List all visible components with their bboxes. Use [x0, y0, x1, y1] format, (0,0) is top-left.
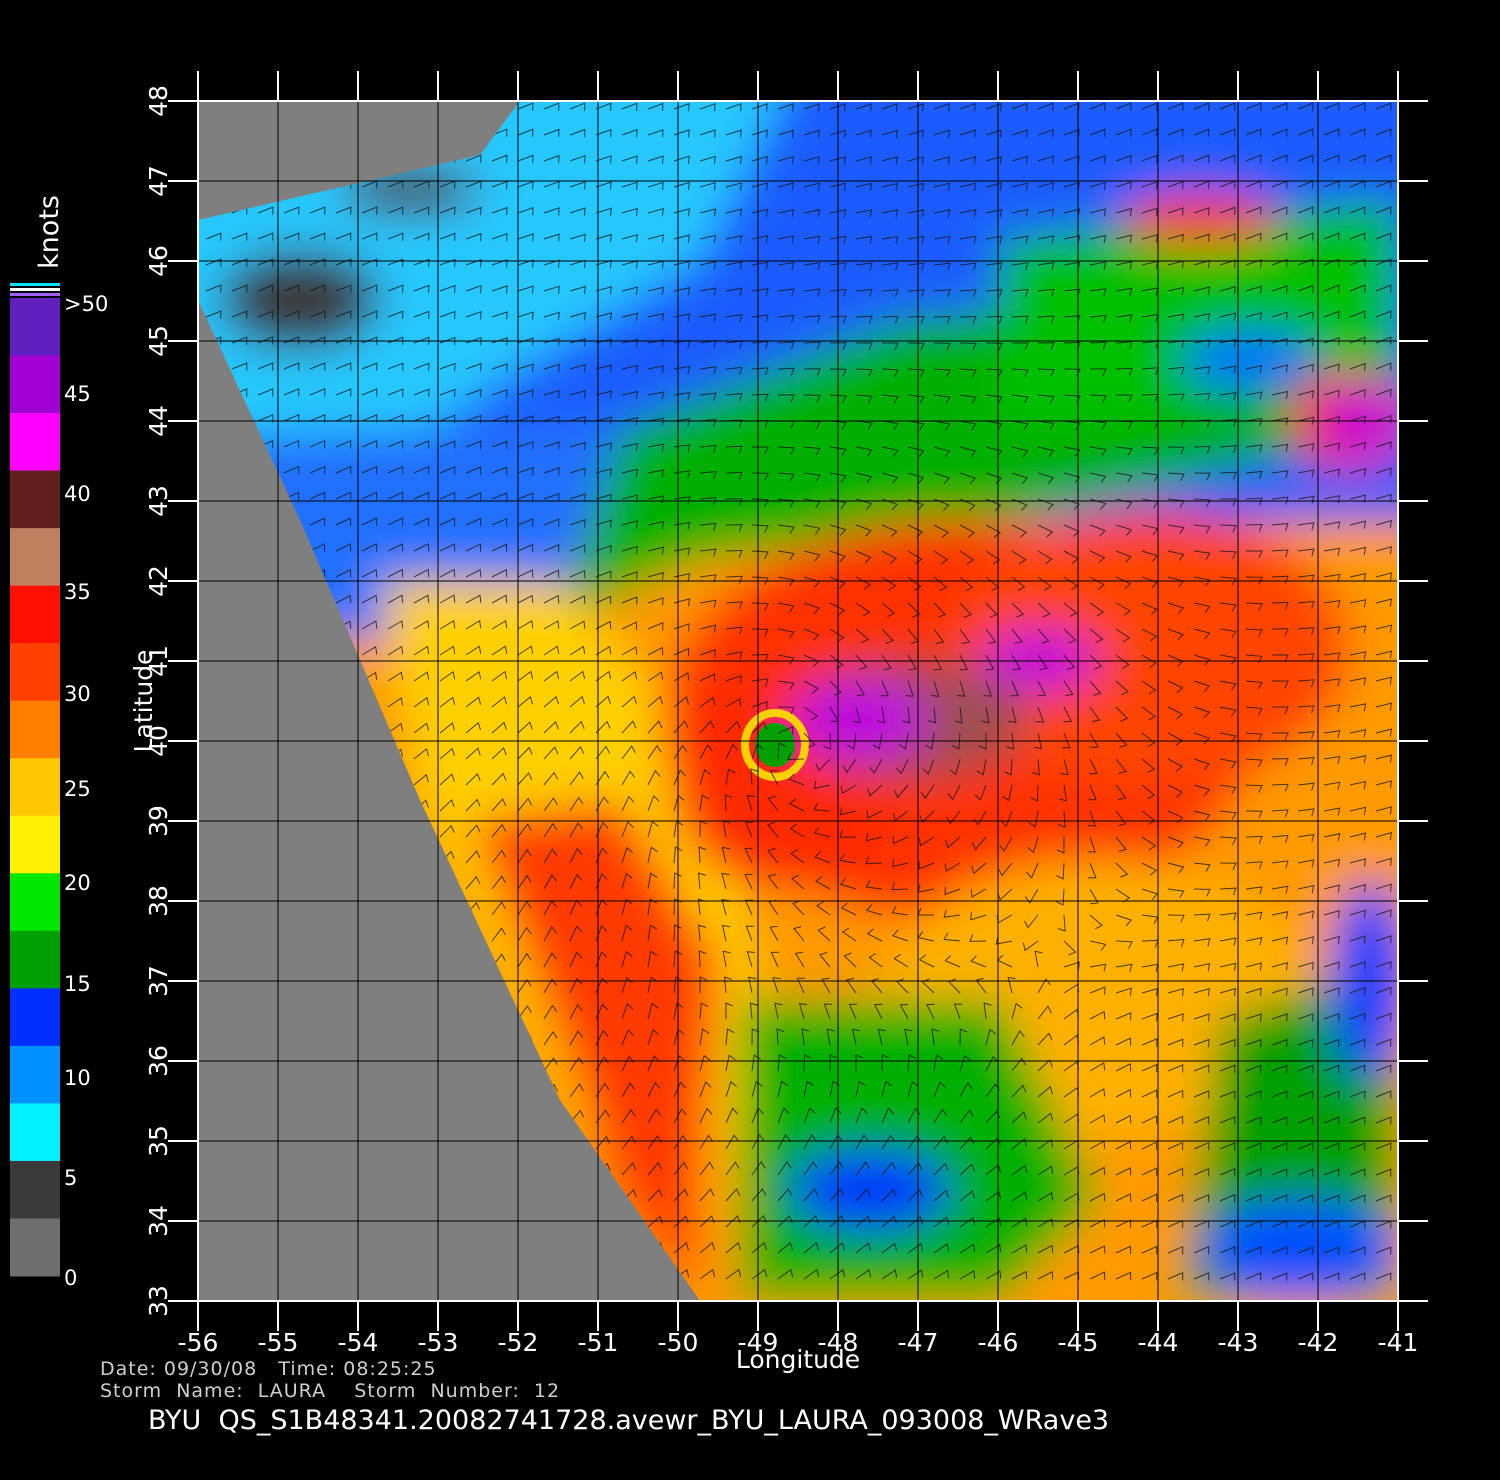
storm-eye — [755, 723, 795, 767]
lat-lon-grid — [197, 100, 1399, 1302]
colorbar-label: 5 — [64, 1166, 77, 1190]
colorbar-segment — [10, 470, 60, 529]
date-time-line: Date: 09/30/08 Time: 08:25:25 — [100, 1358, 437, 1380]
colorbar-segment — [10, 1218, 60, 1277]
lat-tick-label: 47 — [144, 165, 173, 197]
colorbar-segment — [10, 413, 60, 472]
lat-tick-label: 34 — [144, 1205, 173, 1237]
product-filename: BYU QS_S1B48341.20082741728.avewr_BYU_LA… — [148, 1405, 1110, 1436]
colorbar-segment — [10, 758, 60, 817]
lat-tick-label: 44 — [144, 405, 173, 437]
lon-tick-label: -55 — [258, 1328, 299, 1357]
colorbar-segment — [10, 988, 60, 1047]
lon-tick-label: -50 — [658, 1328, 699, 1357]
lat-tick-label: 38 — [144, 885, 173, 917]
colorbar-top-stripe — [10, 283, 60, 286]
lat-tick-label: 41 — [144, 645, 173, 677]
colorbar-segment — [10, 930, 60, 989]
lon-tick-label: -41 — [1378, 1328, 1419, 1357]
colorbar-segment — [10, 643, 60, 702]
lat-tick-label: 35 — [144, 1125, 173, 1157]
lon-tick-label: -52 — [498, 1328, 539, 1357]
colorbar-top-stripe — [10, 288, 60, 291]
x-axis-label: Longitude — [736, 1345, 860, 1374]
lat-tick-label: 43 — [144, 485, 173, 517]
colorbar-segment — [10, 873, 60, 932]
colorbar: 0 5 10 15 20 25 30 35 40 45 >50 — [10, 283, 108, 1290]
lat-tick-label: 42 — [144, 565, 173, 597]
lon-tick-label: -54 — [338, 1328, 379, 1357]
lon-tick-label: -42 — [1298, 1328, 1339, 1357]
colorbar-label: 20 — [64, 871, 91, 895]
plot-frame — [197, 100, 1399, 1302]
lat-tick-label: 45 — [144, 325, 173, 357]
colorbar-label: >50 — [64, 292, 108, 316]
colorbar-unit: knots — [34, 195, 65, 269]
lat-tick-label: 46 — [144, 245, 173, 277]
colorbar-label: 30 — [64, 682, 91, 706]
colorbar-label: 0 — [64, 1266, 77, 1290]
lon-tick-label: -51 — [578, 1328, 619, 1357]
storm-name-line: Storm Name: LAURA Storm Number: 12 — [100, 1380, 561, 1402]
colorbar-segment — [10, 815, 60, 874]
colorbar-label: 25 — [64, 777, 91, 801]
colorbar-segment — [10, 1103, 60, 1162]
lat-tick-label: 37 — [144, 965, 173, 997]
colorbar-segment — [10, 1160, 60, 1219]
wind-speed-field — [198, 101, 1398, 1301]
colorbar-top-stripe — [10, 293, 60, 296]
longitude-ticks: -56 -55 -54 -53 -52 -51 -50 -49 -48 -47 -46 -45 -44 -… — [178, 71, 1419, 1357]
lon-tick-label: -46 — [978, 1328, 1019, 1357]
colorbar-label: 15 — [64, 972, 91, 996]
y-axis-label: Latitude — [129, 650, 158, 753]
colorbar-label: 10 — [64, 1066, 91, 1090]
lon-tick-label: -44 — [1138, 1328, 1179, 1357]
lat-tick-label: 40 — [144, 725, 173, 757]
colorbar-segment — [10, 700, 60, 759]
lon-tick-label: -48 — [818, 1328, 859, 1357]
colorbar-label: 40 — [64, 482, 91, 506]
colorbar-label: 35 — [64, 580, 91, 604]
lon-tick-label: -49 — [738, 1328, 779, 1357]
colorbar-segment — [10, 355, 60, 414]
lon-tick-label: -53 — [418, 1328, 459, 1357]
lon-tick-label: -47 — [898, 1328, 939, 1357]
lat-tick-label: 39 — [144, 805, 173, 837]
colorbar-segment — [10, 1045, 60, 1104]
colorbar-label: 45 — [64, 382, 91, 406]
lat-tick-label: 33 — [144, 1285, 173, 1317]
colorbar-segment — [10, 298, 60, 357]
colorbar-segment — [10, 585, 60, 644]
latitude-ticks: 33 34 35 36 37 38 39 40 41 42 43 44 45 46 47 48 — [144, 85, 1428, 1317]
lon-tick-label: -56 — [178, 1328, 219, 1357]
colorbar-segment — [10, 528, 60, 587]
lat-tick-label: 36 — [144, 1045, 173, 1077]
lon-tick-label: -43 — [1218, 1328, 1259, 1357]
lat-tick-label: 48 — [144, 85, 173, 117]
lon-tick-label: -45 — [1058, 1328, 1099, 1357]
